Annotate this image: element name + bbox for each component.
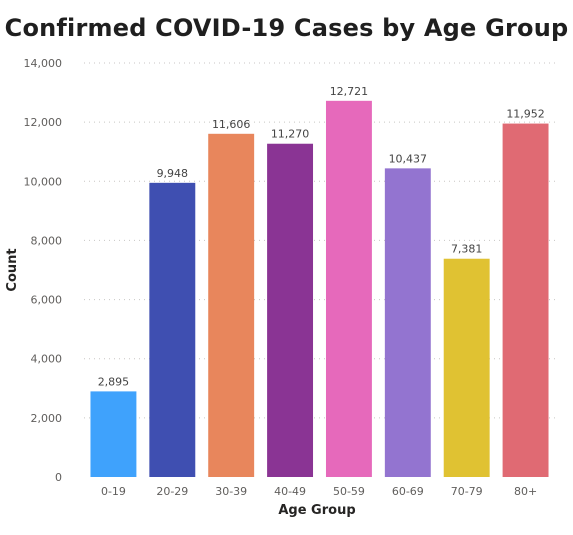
gridlines: [84, 62, 555, 419]
x-tick-label: 80+: [514, 485, 537, 498]
bar[interactable]: [502, 123, 549, 477]
x-tick-label: 60-69: [392, 485, 424, 498]
bar[interactable]: [149, 182, 196, 477]
y-tick-label: 8,000: [31, 234, 63, 247]
x-axis-ticks: 0-19 20-29 30-39 40-49 50-59 60-69 70-79 80+: [101, 485, 537, 498]
x-tick-label: 30-39: [215, 485, 247, 498]
y-tick-label: 2,000: [31, 412, 63, 425]
x-axis-title: Age Group: [278, 503, 355, 518]
data-label: 11,606: [212, 118, 251, 131]
y-tick-label: 4,000: [31, 353, 63, 366]
bar[interactable]: [90, 391, 137, 477]
data-label: 11,270: [271, 128, 310, 141]
y-axis-ticks: 0 2,000 4,000 6,000 8,000 10,000 12,000 14,000: [24, 57, 63, 484]
data-label: 2,895: [98, 375, 130, 388]
chart-title: Confirmed COVID-19 Cases by Age Group: [4, 14, 569, 42]
x-tick-label: 0-19: [101, 485, 126, 498]
data-label: 7,381: [451, 243, 483, 256]
y-tick-label: 10,000: [24, 175, 63, 188]
data-label: 9,948: [157, 167, 189, 180]
y-tick-label: 0: [55, 471, 62, 484]
data-labels: 2,895 9,948 11,606 11,270 12,721 10,437 7,381 1…: [98, 85, 545, 389]
bars: [90, 100, 549, 478]
y-tick-label: 14,000: [24, 57, 63, 70]
x-tick-label: 50-59: [333, 485, 365, 498]
x-tick-label: 40-49: [274, 485, 306, 498]
bar[interactable]: [208, 133, 255, 477]
x-tick-label: 70-79: [451, 485, 483, 498]
bar[interactable]: [384, 168, 431, 477]
data-label: 11,952: [506, 108, 545, 121]
data-label: 12,721: [330, 85, 369, 98]
x-tick-label: 20-29: [156, 485, 188, 498]
y-tick-label: 12,000: [24, 116, 63, 129]
bar[interactable]: [325, 100, 372, 478]
y-tick-label: 6,000: [31, 294, 63, 307]
y-axis-title: Count: [5, 248, 20, 291]
bar[interactable]: [443, 258, 490, 477]
data-label: 10,437: [389, 152, 428, 165]
bar[interactable]: [267, 143, 314, 478]
